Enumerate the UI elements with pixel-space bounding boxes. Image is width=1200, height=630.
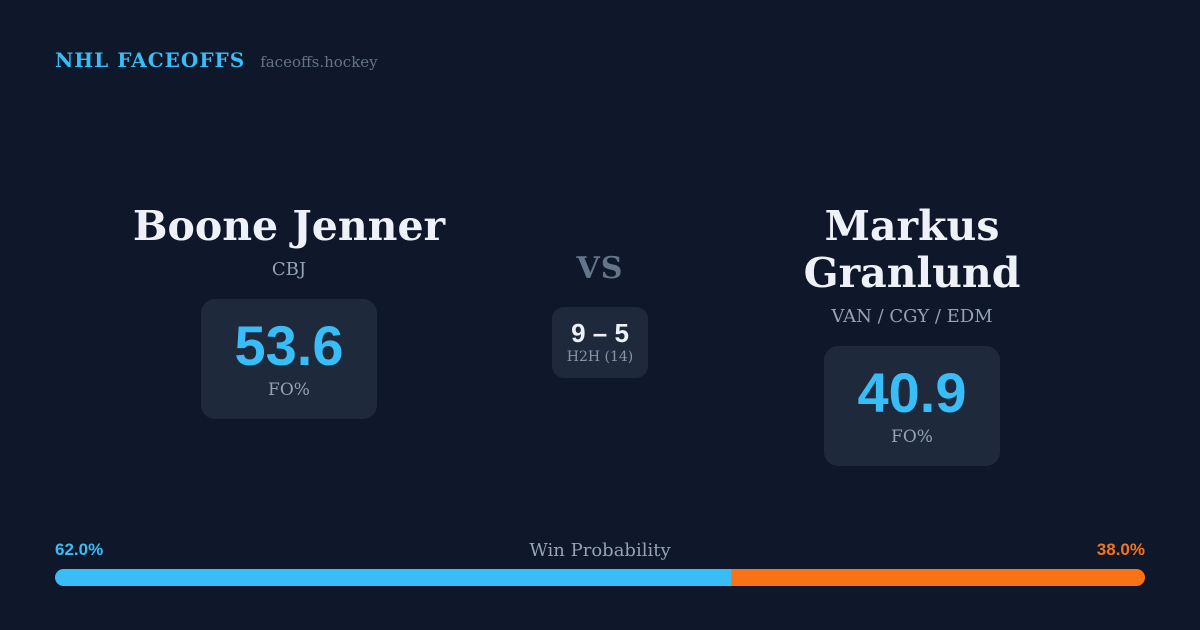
win-probability-bar (55, 569, 1145, 586)
player-left-faceoff-card: 53.6 FO% (201, 299, 377, 420)
win-probability-right-value: 38.0% (1096, 540, 1145, 559)
vs-label: VS (576, 251, 624, 286)
win-probability-bar-left-segment (55, 569, 731, 586)
player-right-column: Markus Granlund VAN / CGY / EDM 40.9 FO% (726, 202, 1098, 467)
site-domain: faceoffs.hockey (260, 53, 378, 71)
player-right-faceoff-card: 40.9 FO% (824, 346, 1000, 467)
player-right-teams: VAN / CGY / EDM (831, 306, 993, 328)
win-probability-left-value: 62.0% (55, 540, 104, 559)
player-left-name: Boone Jenner (132, 202, 446, 250)
header: NHL FACEOFFS faceoffs.hockey (55, 48, 378, 72)
player-left-faceoff-percentage: 53.6 (234, 314, 344, 378)
player-right-faceoff-label: FO% (891, 427, 933, 448)
player-right-name: Markus Granlund (803, 202, 1021, 298)
head-to-head-label: H2H (14) (566, 349, 634, 365)
win-probability-title: Win Probability (529, 540, 671, 561)
versus-column: VS 9 – 5 H2H (14) (540, 254, 660, 378)
player-right-faceoff-percentage: 40.9 (857, 361, 967, 425)
brand-title: NHL FACEOFFS (55, 48, 246, 72)
player-left-column: Boone Jenner CBJ 53.6 FO% (103, 202, 475, 420)
player-left-teams: CBJ (271, 259, 307, 281)
win-probability-labels: 62.0% Win Probability 38.0% (55, 540, 1145, 562)
head-to-head-card: 9 – 5 H2H (14) (552, 307, 648, 378)
win-probability-section: 62.0% Win Probability 38.0% (55, 540, 1145, 586)
player-left-faceoff-label: FO% (268, 380, 310, 401)
win-probability-bar-right-segment (730, 569, 1145, 586)
head-to-head-score: 9 – 5 (571, 318, 629, 348)
